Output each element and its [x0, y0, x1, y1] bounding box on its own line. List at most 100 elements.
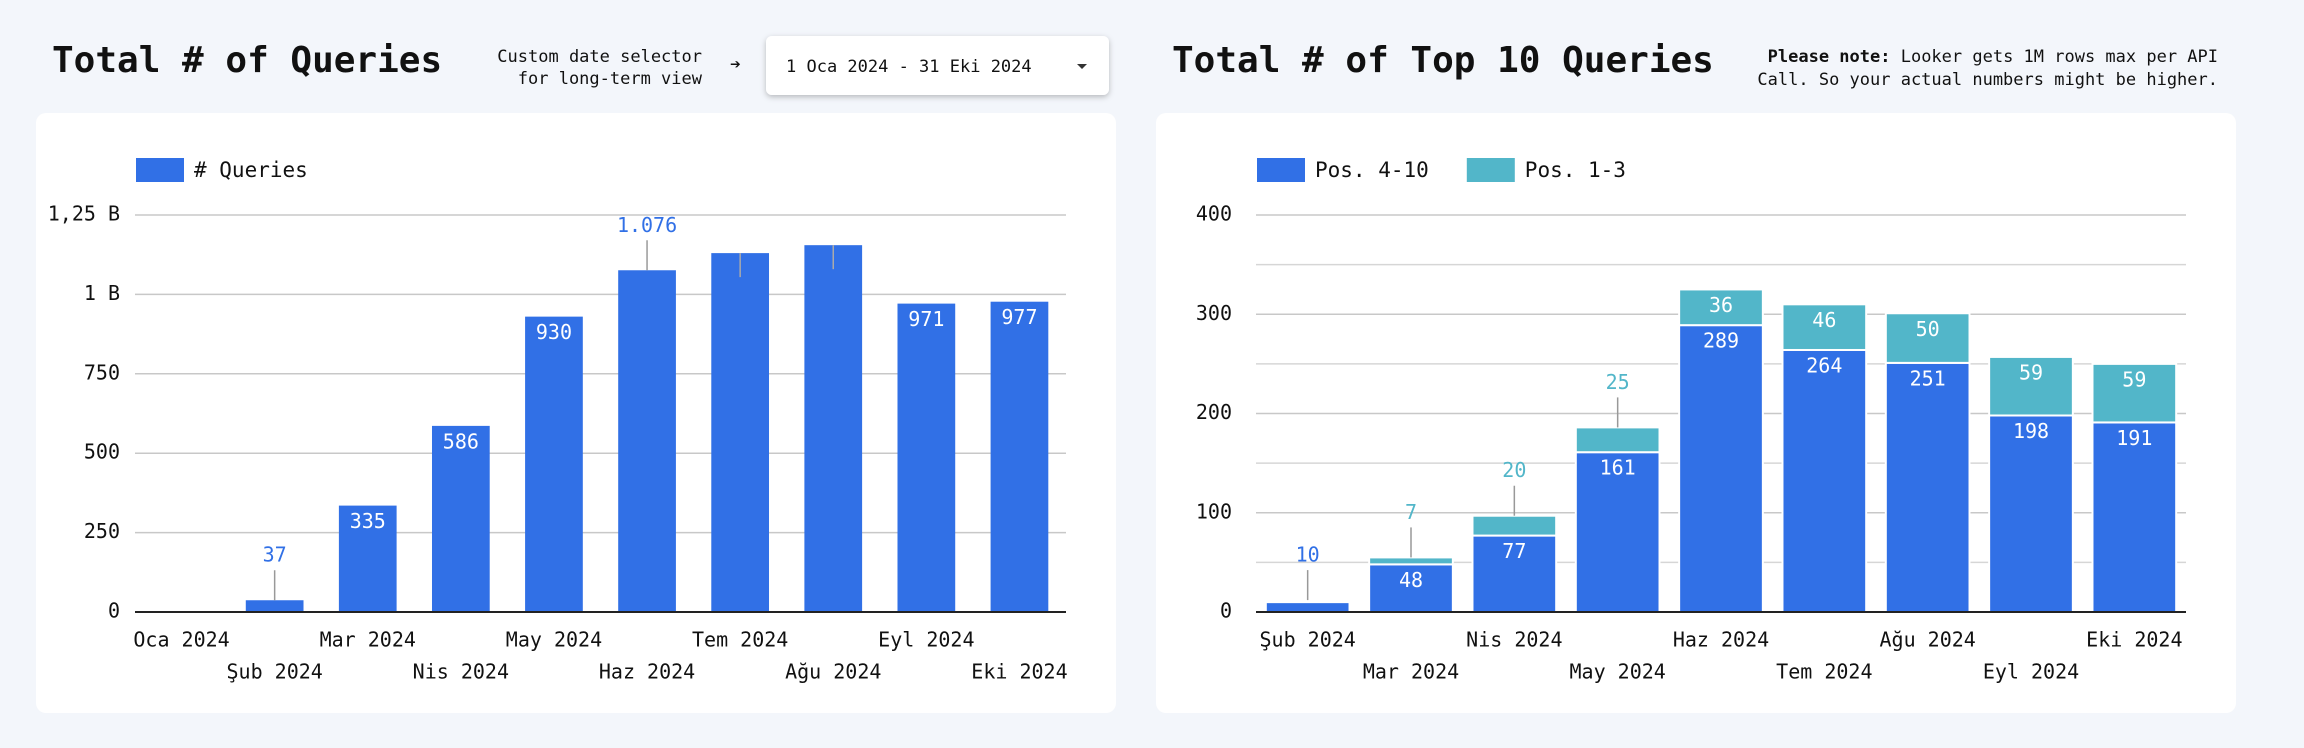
y-tick-label: 100: [1196, 499, 1232, 523]
x-tick-label: May 2024: [1570, 660, 1666, 684]
arrow-icon: ➔: [730, 54, 741, 75]
value-label: 198: [2013, 419, 2049, 443]
y-tick-label: 500: [84, 440, 120, 464]
bar: [1368, 556, 1454, 566]
y-tick-label: 0: [1220, 599, 1232, 623]
x-tick-label: Nis 2024: [1466, 628, 1562, 652]
bar: [1264, 599, 1351, 604]
x-tick-label: Oca 2024: [133, 628, 229, 652]
bar: [711, 253, 770, 612]
y-tick-label: 0: [108, 599, 120, 623]
bar: [1988, 355, 2074, 417]
value-label: 37: [263, 543, 287, 567]
value-label: 46: [1812, 308, 1836, 332]
value-label: 77: [1502, 539, 1526, 563]
date-box[interactable]: [766, 36, 1109, 95]
bar: [1368, 563, 1454, 613]
bar: [1678, 324, 1764, 613]
y-tick-label: 1,25 B: [48, 202, 120, 226]
bar: [338, 505, 397, 612]
bar: [618, 270, 676, 612]
y-tick-label: 1 B: [84, 281, 120, 305]
bar: [1678, 288, 1764, 327]
date-note: for long-term view: [518, 69, 703, 89]
x-tick-label: Nis 2024: [413, 660, 509, 684]
bar: [1471, 534, 1558, 614]
value-label: 20: [1502, 458, 1526, 482]
value-label: 971: [908, 307, 944, 331]
y-tick-label: 200: [1196, 400, 1232, 424]
chart-title: Total # of Top 10 Queries: [1172, 40, 1714, 81]
date-note: Custom date selector: [497, 47, 702, 67]
bar: [1781, 348, 1868, 613]
x-tick-label: Haz 2024: [599, 660, 695, 684]
y-tick-label: 250: [84, 519, 120, 543]
x-tick-label: Mar 2024: [1363, 660, 1459, 684]
value-label: 36: [1709, 293, 1733, 317]
value-label: 1.076: [617, 213, 677, 237]
chart-title: Total # of Queries: [52, 40, 442, 81]
bar: [1884, 312, 1971, 364]
x-tick-label: Tem 2024: [692, 628, 788, 652]
value-label: 48: [1399, 568, 1423, 592]
x-tick-label: Tem 2024: [1776, 660, 1872, 684]
value-label: 191: [2116, 426, 2152, 450]
bar: [1884, 361, 1971, 613]
dropdown-caret[interactable]: [1077, 64, 1087, 69]
x-tick-label: Ağu 2024: [785, 660, 881, 684]
x-tick-label: Haz 2024: [1673, 628, 1769, 652]
bar: [1471, 514, 1558, 537]
value-label: 161: [1600, 456, 1636, 480]
legend-label: Pos. 4-10: [1315, 158, 1429, 182]
value-label: 264: [1806, 353, 1842, 377]
value-label: 25: [1606, 370, 1630, 394]
bar: [431, 425, 490, 612]
value-label: 59: [2019, 360, 2043, 384]
x-tick-label: Şub 2024: [1260, 628, 1356, 652]
value-label: 50: [1916, 317, 1940, 341]
bar: [1781, 303, 1868, 351]
bar: [2091, 362, 2178, 424]
x-tick-label: Mar 2024: [320, 628, 416, 652]
x-tick-label: Eyl 2024: [878, 628, 974, 652]
bar: [1988, 414, 2074, 613]
bar: [804, 245, 863, 612]
legend-swatch: [1257, 158, 1305, 182]
legend-label: # Queries: [194, 158, 308, 182]
note-text: Looker gets 1M rows max per API: [1901, 47, 2218, 67]
x-tick-label: Şub 2024: [226, 660, 322, 684]
value-label: 335: [350, 509, 386, 533]
bar: [897, 303, 956, 612]
x-tick-label: Eki 2024: [971, 660, 1067, 684]
x-tick-label: Eki 2024: [2086, 628, 2182, 652]
x-tick-label: Ağu 2024: [1880, 628, 1976, 652]
date-range[interactable]: 1 Oca 2024 - 31 Eki 2024: [786, 57, 1032, 77]
legend-swatch: [136, 158, 184, 182]
value-label: 7: [1405, 500, 1417, 524]
bar: [525, 316, 583, 612]
bar: [245, 600, 304, 612]
note-text: Call. So your actual numbers might be hi…: [1757, 70, 2218, 90]
y-tick-label: 400: [1196, 202, 1232, 226]
x-tick-label: May 2024: [506, 628, 602, 652]
note: Please note: Looker gets 1M rows max per…: [1768, 47, 2218, 67]
bar: [990, 301, 1049, 612]
value-label: 251: [1910, 366, 1946, 390]
y-tick-label: 750: [84, 360, 120, 384]
legend-label: Pos. 1-3: [1525, 158, 1626, 182]
value-label: 586: [443, 429, 479, 453]
y-tick-label: 300: [1196, 301, 1232, 325]
legend-swatch: [1466, 158, 1515, 182]
date-selector[interactable]: 1 Oca 2024 - 31 Eki 2024: [766, 36, 1109, 95]
x-tick-label: Eyl 2024: [1983, 660, 2079, 684]
value-label: 10: [1296, 543, 1320, 567]
value-label: 59: [2122, 367, 2146, 391]
bar: [1574, 426, 1661, 454]
bar: [2091, 421, 2178, 613]
value-label: 977: [1001, 305, 1037, 329]
bar: [1264, 601, 1351, 614]
value-label: 289: [1703, 329, 1739, 353]
note-label: Please note:: [1768, 47, 1891, 67]
